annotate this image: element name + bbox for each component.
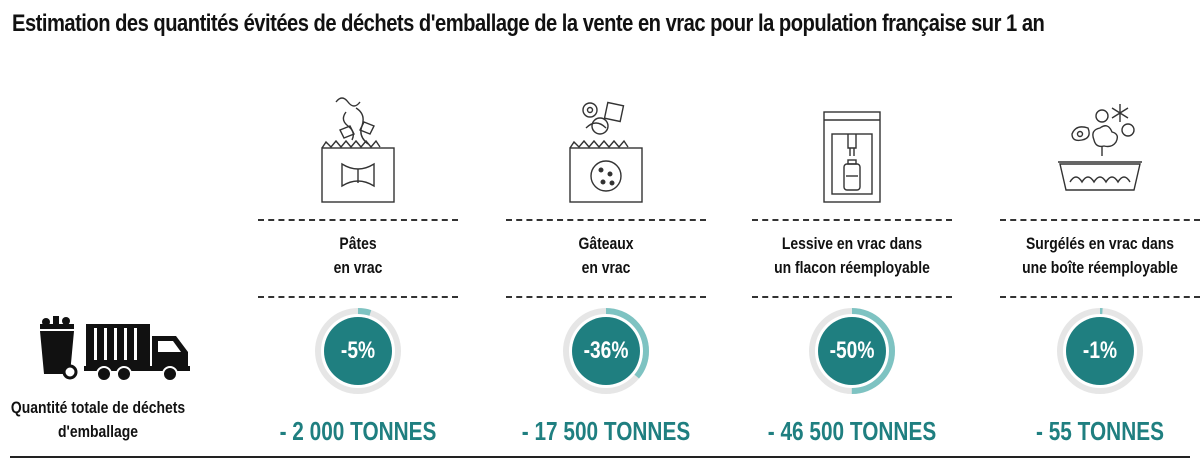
category-label-line1: Surgélés en vrac dans	[1025, 234, 1174, 253]
donut-value-arc	[809, 308, 895, 394]
cookies-bag-icon	[556, 90, 656, 205]
divider-bottom	[258, 296, 458, 298]
divider-top	[258, 219, 458, 221]
percent-label: -1%	[1082, 337, 1118, 364]
category-label: Lessive en vrac dans un flacon réemploya…	[770, 232, 934, 280]
category-label-line1: Lessive en vrac dans	[781, 234, 923, 253]
detergent-dispenser-icon	[802, 90, 902, 205]
divider-top	[506, 219, 706, 221]
donut-core	[1066, 317, 1134, 385]
category-label: Surgélés en vrac dans une boîte réemploy…	[1018, 232, 1182, 280]
category-label: Pâtes en vrac	[276, 232, 440, 280]
donut-value-arc	[315, 308, 401, 394]
total-waste-label: Quantité totale de déchets d'emballage	[8, 396, 188, 444]
category-label-line1: Gâteaux	[578, 234, 634, 253]
trash-and-truck-icon	[28, 312, 198, 382]
category-label: Gâteaux en vrac	[524, 232, 688, 280]
chart-title: Estimation des quantités évitées de déch…	[12, 10, 1045, 37]
divider-top	[752, 219, 952, 221]
donut-value-arc	[1057, 308, 1143, 394]
tonnes-label: - 46 500 TONNES	[767, 416, 937, 446]
percent-label: -5%	[340, 337, 376, 364]
percent-donut: -5%	[313, 306, 403, 396]
tonnes-label: - 2 000 TONNES	[279, 416, 437, 446]
frozen-food-box-icon	[1050, 90, 1150, 205]
percent-donut: -1%	[1055, 306, 1145, 396]
divider-bottom	[506, 296, 706, 298]
percent-donut: -36%	[561, 306, 651, 396]
donut-core	[818, 317, 886, 385]
category-label-line2: une boîte réemployable	[1022, 258, 1178, 277]
divider-top	[1000, 219, 1200, 221]
percent-donut: -50%	[807, 306, 897, 396]
pasta-bag-icon	[308, 90, 408, 205]
category-label-line2: un flacon réemployable	[774, 258, 930, 277]
divider-bottom	[752, 296, 952, 298]
donut-value-arc	[563, 308, 649, 394]
tonnes-label: - 55 TONNES	[1036, 416, 1164, 446]
percent-label: -50%	[829, 337, 875, 364]
category-label-line2: en vrac	[333, 258, 383, 277]
tonnes-label: - 17 500 TONNES	[521, 416, 691, 446]
category-label-line2: en vrac	[581, 258, 631, 277]
total-waste-label-line2: d'emballage	[57, 422, 139, 441]
bottom-rule	[10, 456, 1190, 458]
divider-bottom	[1000, 296, 1200, 298]
donut-core	[572, 317, 640, 385]
total-waste-label-line1: Quantité totale de déchets	[10, 398, 186, 417]
percent-label: -36%	[583, 337, 629, 364]
category-label-line1: Pâtes	[339, 234, 377, 253]
donut-core	[324, 317, 392, 385]
